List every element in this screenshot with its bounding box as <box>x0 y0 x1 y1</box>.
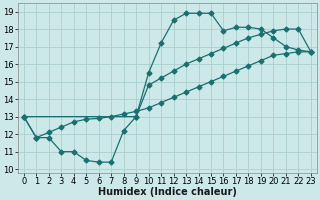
X-axis label: Humidex (Indice chaleur): Humidex (Indice chaleur) <box>98 187 237 197</box>
